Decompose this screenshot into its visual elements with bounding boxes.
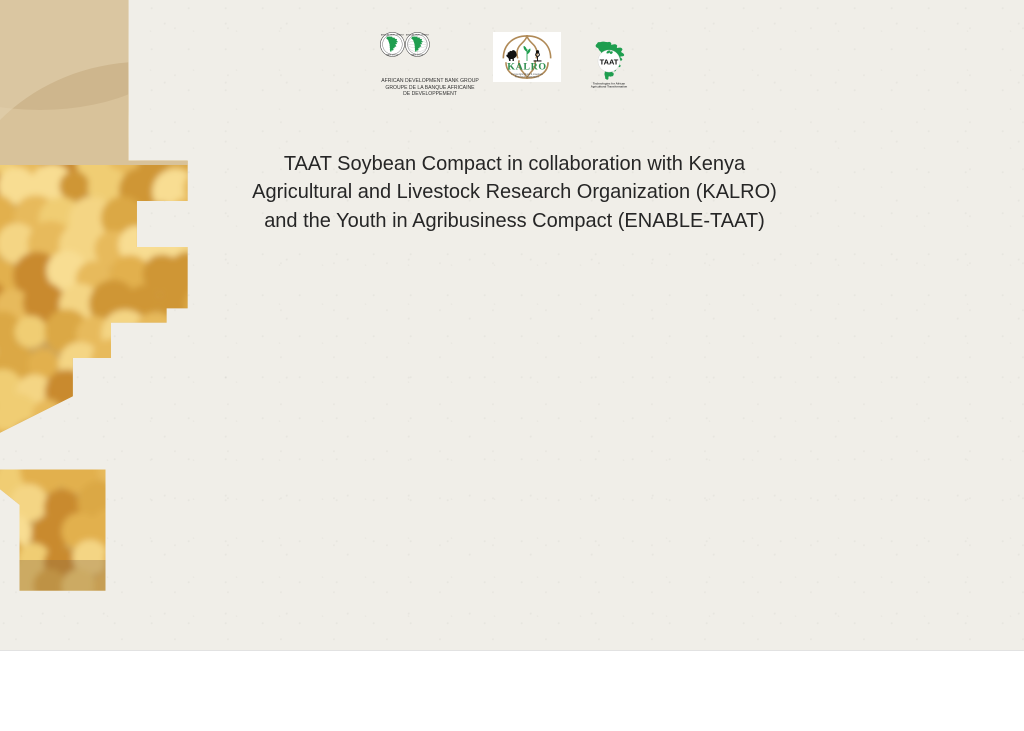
svg-text:Agricultural Transformation: Agricultural Transformation (591, 85, 628, 89)
svg-text:KALRO: KALRO (507, 62, 546, 73)
svg-text:TAAT: TAAT (600, 57, 619, 66)
svg-text:Research Organization: Research Organization (515, 75, 540, 78)
